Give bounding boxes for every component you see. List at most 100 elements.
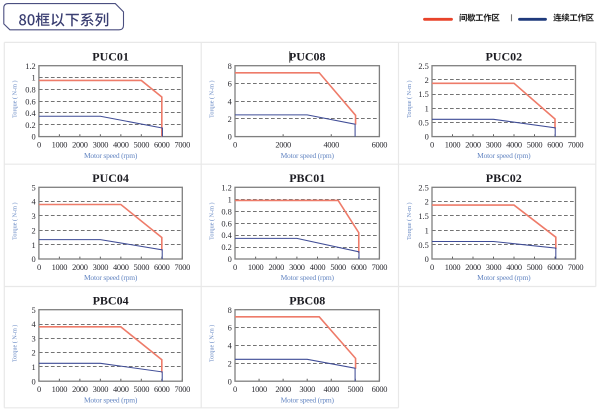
svg-text:2000: 2000 — [268, 263, 284, 272]
svg-text:Motor speed (rpm): Motor speed (rpm) — [84, 151, 138, 160]
svg-text:1.5: 1.5 — [418, 90, 428, 99]
svg-text:1: 1 — [32, 241, 36, 250]
svg-text:0: 0 — [228, 255, 232, 264]
svg-text:5000: 5000 — [134, 263, 150, 272]
svg-text:PBC08: PBC08 — [289, 293, 325, 307]
svg-text:3000: 3000 — [93, 141, 109, 150]
svg-text:0: 0 — [37, 263, 41, 272]
svg-text:1: 1 — [228, 195, 232, 204]
svg-text:6000: 6000 — [351, 263, 367, 272]
svg-text:0.8: 0.8 — [25, 85, 35, 94]
svg-text:1000: 1000 — [52, 385, 68, 394]
svg-text:5000: 5000 — [134, 141, 150, 150]
svg-text:Torque ( N-m ): Torque ( N-m ) — [209, 202, 216, 240]
svg-text:Torque ( N-m ): Torque ( N-m ) — [209, 325, 216, 363]
svg-text:7000: 7000 — [175, 263, 191, 272]
svg-text:PBC01: PBC01 — [289, 171, 325, 185]
svg-text:0.4: 0.4 — [221, 231, 232, 240]
svg-text:0: 0 — [32, 377, 36, 386]
svg-text:Torque ( N-m ): Torque ( N-m ) — [12, 80, 19, 118]
svg-text:0: 0 — [430, 141, 434, 150]
svg-text:7000: 7000 — [175, 141, 191, 150]
svg-text:0.4: 0.4 — [25, 109, 36, 118]
svg-text:4000: 4000 — [506, 141, 522, 150]
svg-text:2: 2 — [32, 226, 36, 235]
svg-text:3000: 3000 — [93, 385, 109, 394]
svg-text:0.2: 0.2 — [221, 243, 231, 252]
svg-text:1000: 1000 — [248, 263, 264, 272]
svg-text:2000: 2000 — [465, 263, 481, 272]
svg-text:6000: 6000 — [154, 263, 170, 272]
svg-text:1000: 1000 — [445, 263, 461, 272]
svg-text:5000: 5000 — [527, 141, 543, 150]
svg-text:4: 4 — [228, 342, 233, 351]
svg-text:0: 0 — [32, 255, 36, 264]
svg-text:Motor speed (rpm): Motor speed (rpm) — [84, 395, 138, 404]
svg-text:7000: 7000 — [175, 385, 191, 394]
svg-text:4000: 4000 — [113, 141, 129, 150]
svg-text:5000: 5000 — [330, 263, 346, 272]
svg-text:0: 0 — [32, 133, 36, 142]
svg-text:8: 8 — [228, 306, 232, 315]
svg-text:0.5: 0.5 — [418, 241, 428, 250]
svg-text:5: 5 — [32, 306, 36, 315]
svg-text:2000: 2000 — [72, 263, 88, 272]
svg-text:1: 1 — [425, 226, 429, 235]
svg-text:0: 0 — [228, 133, 232, 142]
svg-text:0: 0 — [37, 385, 41, 394]
svg-text:4000: 4000 — [323, 141, 339, 150]
svg-text:8: 8 — [228, 62, 232, 71]
svg-text:1: 1 — [425, 104, 429, 113]
svg-text:3: 3 — [32, 334, 36, 343]
svg-text:Motor speed (rpm): Motor speed (rpm) — [281, 151, 335, 160]
svg-text:0.6: 0.6 — [221, 219, 231, 228]
svg-text:2000: 2000 — [275, 385, 291, 394]
svg-text:6000: 6000 — [154, 141, 170, 150]
svg-text:0.6: 0.6 — [25, 97, 35, 106]
svg-text:0.5: 0.5 — [418, 119, 428, 128]
svg-text:1000: 1000 — [445, 141, 461, 150]
svg-text:PUC02: PUC02 — [485, 49, 522, 63]
svg-text:Torque ( N-m ): Torque ( N-m ) — [406, 80, 413, 118]
svg-text:3000: 3000 — [486, 263, 502, 272]
svg-text:2.5: 2.5 — [418, 183, 428, 192]
svg-text:PBC02: PBC02 — [486, 171, 522, 185]
svg-text:7000: 7000 — [568, 263, 584, 272]
svg-text:6000: 6000 — [372, 385, 388, 394]
svg-text:5: 5 — [32, 183, 36, 192]
svg-text:1000: 1000 — [52, 263, 68, 272]
svg-text:2: 2 — [425, 76, 429, 85]
svg-text:2: 2 — [228, 115, 232, 124]
svg-text:0: 0 — [233, 141, 237, 150]
svg-text:0: 0 — [425, 133, 429, 142]
svg-text:4: 4 — [32, 198, 37, 207]
svg-text:Torque ( N-m ): Torque ( N-m ) — [406, 202, 413, 240]
svg-text:3000: 3000 — [289, 263, 305, 272]
svg-text:6000: 6000 — [547, 263, 563, 272]
svg-text:0: 0 — [425, 255, 429, 264]
svg-text:Torque ( N-m ): Torque ( N-m ) — [12, 325, 19, 363]
svg-text:6000: 6000 — [547, 141, 563, 150]
svg-text:Torque ( N-m ): Torque ( N-m ) — [12, 202, 19, 240]
svg-text:4000: 4000 — [113, 263, 129, 272]
svg-text:4: 4 — [228, 97, 233, 106]
svg-text:2: 2 — [228, 359, 232, 368]
svg-text:0: 0 — [233, 263, 237, 272]
svg-text:6000: 6000 — [372, 141, 388, 150]
svg-text:PUC04: PUC04 — [92, 171, 129, 185]
svg-text:5000: 5000 — [134, 385, 150, 394]
svg-text:4: 4 — [32, 320, 37, 329]
svg-text:0: 0 — [233, 385, 237, 394]
svg-text:4000: 4000 — [506, 263, 522, 272]
svg-text:Torque ( N-m ): Torque ( N-m ) — [209, 80, 216, 118]
svg-text:2.5: 2.5 — [418, 62, 428, 71]
svg-text:Motor speed (rpm): Motor speed (rpm) — [281, 273, 335, 282]
svg-text:Motor speed (rpm): Motor speed (rpm) — [477, 151, 531, 160]
svg-text:PUC08: PUC08 — [289, 49, 326, 63]
svg-text:6: 6 — [228, 324, 232, 333]
svg-text:7000: 7000 — [372, 263, 388, 272]
svg-text:0: 0 — [228, 377, 232, 386]
svg-text:2: 2 — [425, 198, 429, 207]
svg-text:4000: 4000 — [113, 385, 129, 394]
svg-text:2000: 2000 — [72, 385, 88, 394]
